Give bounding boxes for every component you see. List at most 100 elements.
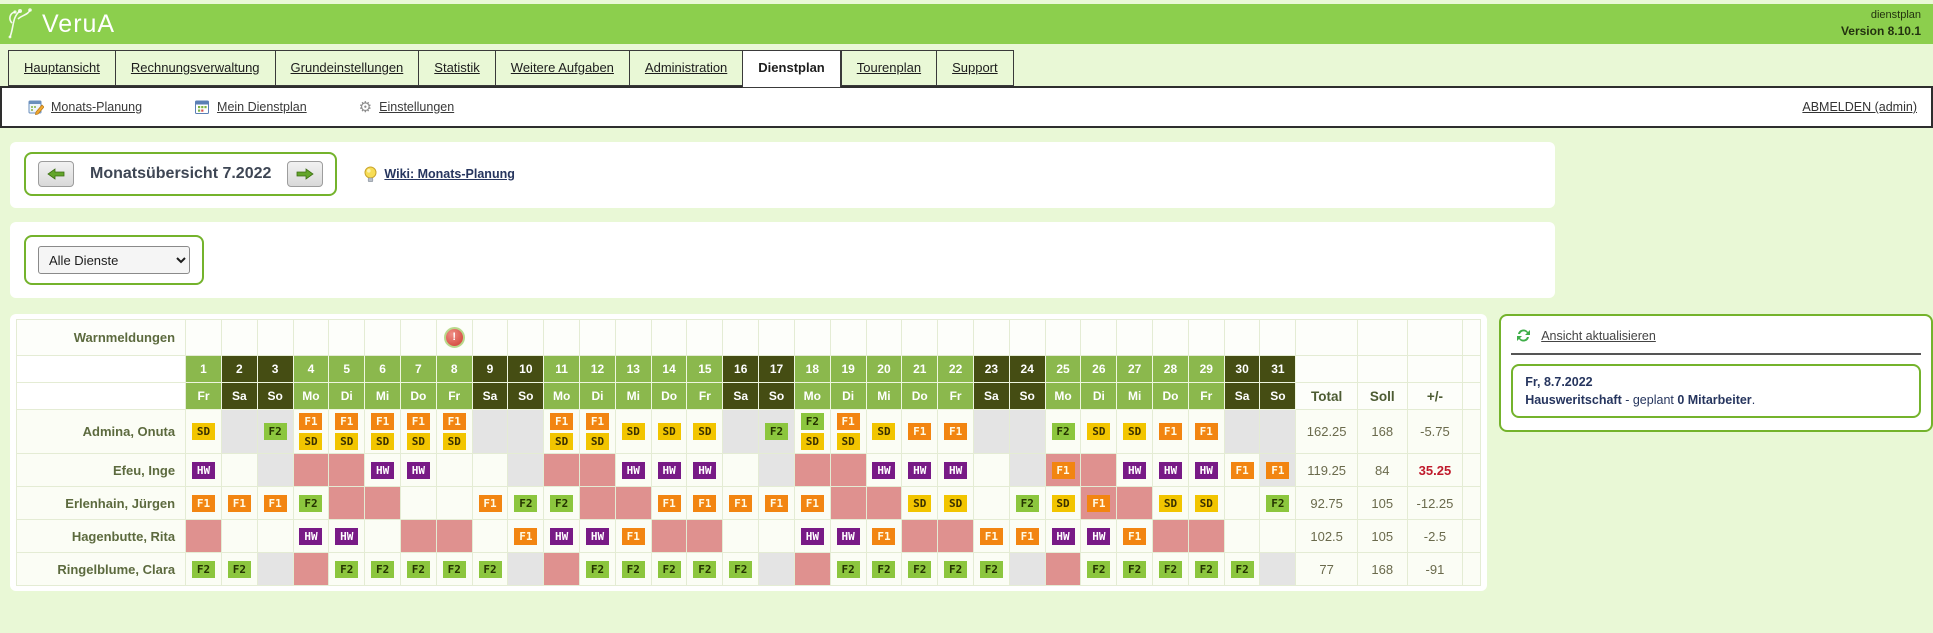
tab-dienstplan[interactable]: Dienstplan	[742, 50, 841, 88]
shift-cell-day-28[interactable]: HW	[1152, 453, 1189, 487]
warning-cell-day-3[interactable]	[256, 319, 294, 356]
shift-cell-day-10[interactable]: F2	[507, 486, 545, 520]
shift-cell-day-23[interactable]	[972, 453, 1010, 487]
shift-cell-day-18[interactable]: HW	[793, 519, 831, 553]
warning-cell-day-8[interactable]: !	[435, 319, 473, 356]
warning-cell-day-12[interactable]	[579, 319, 616, 356]
shift-cell-day-9[interactable]	[471, 519, 509, 553]
monats-planung-link[interactable]: Monats-Planung	[51, 100, 143, 114]
shift-cell-day-4[interactable]	[292, 453, 330, 487]
shift-cell-day-16[interactable]	[722, 453, 760, 487]
shift-cell-day-20[interactable]: F1	[865, 519, 903, 553]
shift-cell-day-13[interactable]: F1	[614, 519, 652, 553]
next-month-button[interactable]	[287, 161, 324, 187]
tab-tourenplan[interactable]: Tourenplan	[840, 50, 937, 86]
shift-cell-day-27[interactable]: F2	[1116, 552, 1154, 586]
shift-cell-day-10[interactable]	[507, 552, 545, 586]
shift-cell-day-3[interactable]	[256, 453, 294, 487]
shift-cell-day-14[interactable]: HW	[650, 453, 688, 487]
shift-cell-day-20[interactable]: SD	[865, 409, 903, 454]
shift-cell-day-7[interactable]	[399, 486, 437, 520]
shift-cell-day-31[interactable]: F2	[1259, 486, 1297, 520]
shift-cell-day-13[interactable]	[614, 486, 652, 520]
shift-cell-day-17[interactable]	[758, 519, 795, 553]
shift-cell-day-26[interactable]: HW	[1080, 519, 1118, 553]
shift-cell-day-13[interactable]: F2	[614, 552, 652, 586]
shift-cell-day-28[interactable]: F2	[1152, 552, 1189, 586]
shift-cell-day-19[interactable]: F1 SD	[829, 409, 867, 454]
shift-cell-day-21[interactable]: F2	[901, 552, 939, 586]
shift-cell-day-2[interactable]	[220, 453, 258, 487]
warning-cell-day-23[interactable]	[972, 319, 1010, 356]
tab-hauptansicht[interactable]: Hauptansicht	[8, 50, 115, 86]
warning-cell-day-10[interactable]	[507, 319, 545, 356]
shift-cell-day-4[interactable]: HW	[292, 519, 330, 553]
warning-cell-day-21[interactable]	[901, 319, 939, 356]
shift-cell-day-22[interactable]: F1	[937, 409, 974, 454]
shift-cell-day-22[interactable]: HW	[937, 453, 974, 487]
shift-cell-day-29[interactable]: F2	[1187, 552, 1225, 586]
shift-cell-day-13[interactable]: SD	[614, 409, 652, 454]
shift-cell-day-29[interactable]: HW	[1187, 453, 1225, 487]
shift-cell-day-26[interactable]: F1	[1080, 486, 1118, 520]
warning-cell-day-20[interactable]	[865, 319, 903, 356]
shift-cell-day-31[interactable]	[1259, 409, 1297, 454]
shift-cell-day-26[interactable]: F2	[1080, 552, 1118, 586]
warning-cell-day-2[interactable]	[220, 319, 258, 356]
warning-cell-day-17[interactable]	[758, 319, 795, 356]
shift-cell-day-23[interactable]	[972, 409, 1010, 454]
shift-cell-day-16[interactable]	[722, 519, 760, 553]
warning-cell-day-4[interactable]	[292, 319, 330, 356]
shift-cell-day-3[interactable]: F1	[256, 486, 294, 520]
shift-cell-day-21[interactable]: HW	[901, 453, 939, 487]
shift-cell-day-10[interactable]	[507, 453, 545, 487]
shift-cell-day-5[interactable]: HW	[328, 519, 366, 553]
warning-cell-day-5[interactable]	[328, 319, 366, 356]
shift-cell-day-29[interactable]	[1187, 519, 1225, 553]
shift-cell-day-24[interactable]	[1008, 453, 1046, 487]
shift-cell-day-8[interactable]: F2	[435, 552, 473, 586]
shift-cell-day-31[interactable]	[1259, 552, 1297, 586]
shift-cell-day-20[interactable]: HW	[865, 453, 903, 487]
shift-cell-day-23[interactable]	[972, 486, 1010, 520]
shift-cell-day-25[interactable]: F2	[1044, 409, 1082, 454]
shift-cell-day-14[interactable]: SD	[650, 409, 688, 454]
mein-dienstplan-link[interactable]: Mein Dienstplan	[217, 100, 307, 114]
warning-cell-day-22[interactable]	[937, 319, 974, 356]
shift-cell-day-21[interactable]	[901, 519, 939, 553]
shift-cell-day-28[interactable]: F1	[1152, 409, 1189, 454]
shift-cell-day-17[interactable]: F2	[758, 409, 795, 454]
warning-cell-day-19[interactable]	[829, 319, 867, 356]
shift-cell-day-4[interactable]: F2	[292, 486, 330, 520]
shift-cell-day-22[interactable]: SD	[937, 486, 974, 520]
warning-cell-day-6[interactable]	[364, 319, 401, 356]
shift-cell-day-25[interactable]: F1	[1044, 453, 1082, 487]
shift-cell-day-5[interactable]: F2	[328, 552, 366, 586]
shift-cell-day-28[interactable]: SD	[1152, 486, 1189, 520]
shift-cell-day-1[interactable]: F1	[185, 486, 222, 520]
shift-cell-day-11[interactable]: F1 SD	[543, 409, 581, 454]
shift-cell-day-4[interactable]: F1 SD	[292, 409, 330, 454]
shift-cell-day-29[interactable]: F1	[1187, 409, 1225, 454]
shift-cell-day-15[interactable]	[686, 519, 724, 553]
shift-cell-day-14[interactable]: F2	[650, 552, 688, 586]
shift-cell-day-18[interactable]	[793, 552, 831, 586]
shift-cell-day-18[interactable]	[793, 453, 831, 487]
shift-cell-day-27[interactable]: HW	[1116, 453, 1154, 487]
shift-cell-day-23[interactable]: F1	[972, 519, 1010, 553]
shift-cell-day-6[interactable]	[364, 486, 401, 520]
shift-cell-day-1[interactable]: HW	[185, 453, 222, 487]
warning-cell-day-9[interactable]	[471, 319, 509, 356]
shift-cell-day-29[interactable]: SD	[1187, 486, 1225, 520]
warning-cell-day-13[interactable]	[614, 319, 652, 356]
shift-cell-day-30[interactable]	[1223, 486, 1261, 520]
shift-cell-day-27[interactable]: SD	[1116, 409, 1154, 454]
shift-cell-day-21[interactable]: SD	[901, 486, 939, 520]
shift-cell-day-26[interactable]: SD	[1080, 409, 1118, 454]
shift-cell-day-11[interactable]: F2	[543, 486, 581, 520]
shift-cell-day-5[interactable]	[328, 486, 366, 520]
einstellungen-link[interactable]: Einstellungen	[379, 100, 455, 114]
tab-statistik[interactable]: Statistik	[418, 50, 495, 86]
warning-cell-day-30[interactable]	[1223, 319, 1261, 356]
shift-cell-day-30[interactable]: F2	[1223, 552, 1261, 586]
